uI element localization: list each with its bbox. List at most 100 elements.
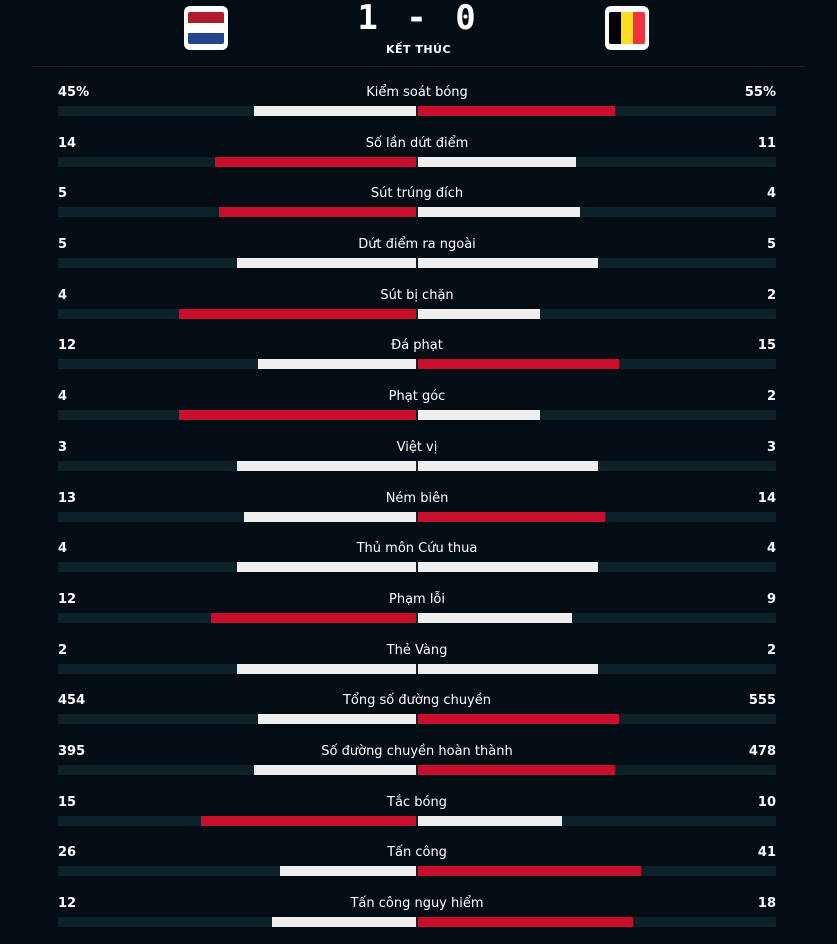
stat-home-value: 454 xyxy=(58,693,86,709)
stat-bar-track xyxy=(58,359,776,370)
stat-home-bar xyxy=(200,815,416,826)
stat-row: Thủ môn Cứu thua 4 4 xyxy=(58,540,776,591)
stat-row: Dứt điểm ra ngoài 5 5 xyxy=(58,236,776,287)
stat-values: Phạm lỗi 12 9 xyxy=(58,591,776,609)
stat-row: Tấn công nguy hiểm 12 18 xyxy=(58,895,776,944)
stat-home-bar xyxy=(254,764,416,775)
stat-values: Số đường chuyền hoàn thành 395 478 xyxy=(58,743,776,761)
stat-home-value: 4 xyxy=(58,287,68,303)
stat-bar-track xyxy=(58,511,776,522)
stat-home-value: 395 xyxy=(58,743,86,759)
stat-row: Phạm lỗi 12 9 xyxy=(58,591,776,642)
stat-bar-track xyxy=(58,410,776,421)
stat-home-bar xyxy=(214,156,416,167)
stat-home-bar xyxy=(179,410,416,421)
stat-values: Việt vị 3 3 xyxy=(58,439,776,457)
stat-home-bar xyxy=(236,562,416,573)
stat-label: Dứt điểm ra ngoài xyxy=(358,237,476,253)
stat-home-value: 2 xyxy=(58,642,68,658)
stat-away-bar xyxy=(418,258,598,269)
stat-values: Sút trúng đích 5 4 xyxy=(58,185,776,203)
netherlands-flag-icon[interactable] xyxy=(184,6,228,50)
stat-label: Kiểm soát bóng xyxy=(366,85,468,100)
stat-away-bar xyxy=(418,815,562,826)
match-score: 1 - 0 xyxy=(357,0,480,38)
stat-home-value: 13 xyxy=(58,490,77,506)
stat-away-value: 3 xyxy=(766,439,776,455)
match-header: 1 - 0 KẾT THÚC xyxy=(32,0,805,67)
stat-bar-track xyxy=(58,764,776,775)
stat-row: Sút bị chặn 4 2 xyxy=(58,287,776,338)
stat-home-bar xyxy=(272,917,416,927)
stat-values: Thủ môn Cứu thua 4 4 xyxy=(58,540,776,558)
stat-away-bar xyxy=(418,866,641,877)
stat-home-value: 12 xyxy=(58,896,77,911)
stat-row: Ném biên 13 14 xyxy=(58,490,776,541)
stat-away-value: 478 xyxy=(748,743,776,759)
stat-home-bar xyxy=(243,511,416,522)
stat-home-value: 5 xyxy=(58,186,68,202)
stat-away-bar xyxy=(418,156,576,167)
stat-label: Thẻ Vàng xyxy=(386,642,448,658)
stat-away-bar xyxy=(418,308,541,319)
stat-away-bar xyxy=(418,106,616,116)
stat-away-bar xyxy=(418,917,634,927)
stat-away-bar xyxy=(418,207,580,218)
stat-bar-track xyxy=(58,815,776,826)
stat-values: Tấn công 26 41 xyxy=(58,844,776,862)
stat-home-bar xyxy=(236,460,416,471)
stat-row: Tổng số đường chuyền 454 555 xyxy=(58,692,776,743)
stat-values: Số lần dứt điểm 14 11 xyxy=(58,135,776,153)
stat-away-bar xyxy=(418,612,573,623)
stat-label: Tấn công nguy hiểm xyxy=(350,896,484,911)
stat-home-bar xyxy=(218,207,416,218)
stat-values: Kiểm soát bóng 45% 55% xyxy=(58,84,776,102)
stat-values: Ném biên 13 14 xyxy=(58,490,776,508)
stat-row: Tắc bóng 15 10 xyxy=(58,794,776,845)
stat-home-value: 26 xyxy=(58,845,77,861)
stat-row: Tấn công 26 41 xyxy=(58,844,776,895)
stat-home-bar xyxy=(279,866,416,877)
stat-row: Việt vị 3 3 xyxy=(58,439,776,490)
stat-label: Tắc bóng xyxy=(387,794,447,810)
stat-label: Số lần dứt điểm xyxy=(365,135,469,151)
stat-away-bar xyxy=(418,663,598,674)
stat-away-value: 55% xyxy=(744,85,776,100)
stat-row: Số đường chuyền hoàn thành 395 478 xyxy=(58,743,776,794)
stat-bar-track xyxy=(58,460,776,471)
stat-label: Số đường chuyền hoàn thành xyxy=(321,743,513,759)
stat-bar-track xyxy=(58,866,776,877)
belgium-flag-icon[interactable] xyxy=(605,6,649,50)
stat-bar-track xyxy=(58,917,776,927)
stat-label: Sút trúng đích xyxy=(370,186,464,202)
stat-home-bar xyxy=(179,308,416,319)
stat-values: Đá phạt 12 15 xyxy=(58,337,776,355)
stat-away-value: 2 xyxy=(766,389,776,405)
stat-label: Tổng số đường chuyền xyxy=(342,693,491,709)
stat-away-value: 11 xyxy=(757,135,776,151)
stat-home-bar xyxy=(254,106,416,116)
stat-label: Sút bị chặn xyxy=(380,287,454,303)
stat-away-value: 14 xyxy=(757,490,776,506)
stat-bar-track xyxy=(58,663,776,674)
stat-row: Kiểm soát bóng 45% 55% xyxy=(58,84,776,135)
stat-home-value: 4 xyxy=(58,389,68,405)
stat-home-bar xyxy=(258,359,416,370)
stat-values: Thẻ Vàng 2 2 xyxy=(58,642,776,660)
stat-bar-track xyxy=(58,714,776,725)
stat-values: Phạt góc 4 2 xyxy=(58,388,776,406)
stat-values: Dứt điểm ra ngoài 5 5 xyxy=(58,236,776,254)
stat-row: Đá phạt 12 15 xyxy=(58,337,776,388)
stat-away-bar xyxy=(418,460,598,471)
stat-bar-track xyxy=(58,612,776,623)
stat-values: Tắc bóng 15 10 xyxy=(58,794,776,812)
stat-home-value: 12 xyxy=(58,591,77,607)
match-status: KẾT THÚC xyxy=(385,43,452,56)
stat-label: Việt vị xyxy=(396,439,438,455)
stat-home-bar xyxy=(236,258,416,269)
stat-away-value: 555 xyxy=(748,693,776,709)
stat-home-bar xyxy=(211,612,416,623)
stat-values: Tổng số đường chuyền 454 555 xyxy=(58,692,776,710)
stat-home-value: 14 xyxy=(58,135,77,151)
